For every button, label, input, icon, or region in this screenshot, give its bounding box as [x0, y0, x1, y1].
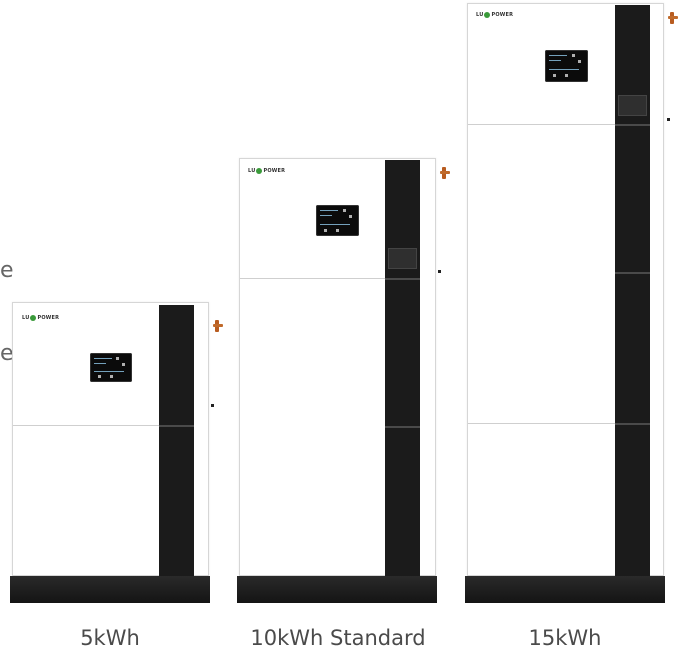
module-seam-dark — [385, 426, 420, 428]
caption-5kwh: 5kWh — [80, 626, 140, 650]
cropped-text-fragment: e — [0, 341, 14, 366]
brand-logo: LU POWER — [248, 168, 285, 174]
logo-text-left: LU — [22, 315, 30, 321]
module-seam-dark — [385, 278, 420, 280]
module-seam — [468, 423, 615, 424]
module-seam-dark — [159, 425, 194, 427]
lcd-display — [545, 50, 588, 82]
logo-text-right: POWER — [491, 12, 514, 18]
valve-icon — [440, 167, 450, 181]
valve-icon — [213, 320, 223, 334]
logo-text-right: POWER — [263, 168, 286, 174]
side-connector — [438, 270, 441, 273]
logo-dot-icon — [256, 168, 263, 174]
module-seam — [240, 278, 385, 279]
logo-text-left: LU — [248, 168, 256, 174]
control-panel — [388, 248, 417, 269]
brand-logo: LU POWER — [22, 315, 59, 321]
side-stripe — [615, 5, 650, 576]
cabinet-base — [237, 576, 437, 603]
side-connector — [211, 404, 214, 407]
caption-10kwh-standard: 10kWh Standard — [250, 626, 426, 650]
side-stripe — [385, 160, 420, 576]
caption-15kwh: 15kWh — [528, 626, 602, 650]
module-seam — [468, 124, 615, 125]
logo-text-left: LU — [476, 12, 484, 18]
lcd-display — [90, 353, 132, 382]
cropped-text-fragment: e — [0, 258, 14, 283]
module-seam — [13, 425, 159, 426]
brand-logo: LU POWER — [476, 12, 513, 18]
cabinet-base — [465, 576, 665, 603]
logo-text-right: POWER — [37, 315, 60, 321]
control-panel — [618, 95, 647, 116]
logo-dot-icon — [30, 315, 37, 321]
valve-icon — [668, 12, 678, 26]
lcd-display — [316, 205, 359, 236]
logo-dot-icon — [484, 12, 491, 18]
module-seam-dark — [615, 124, 650, 126]
module-seam-dark — [615, 423, 650, 425]
side-stripe — [159, 305, 194, 576]
module-seam-dark — [615, 272, 650, 274]
side-connector — [667, 118, 670, 121]
cabinet-base — [10, 576, 210, 603]
